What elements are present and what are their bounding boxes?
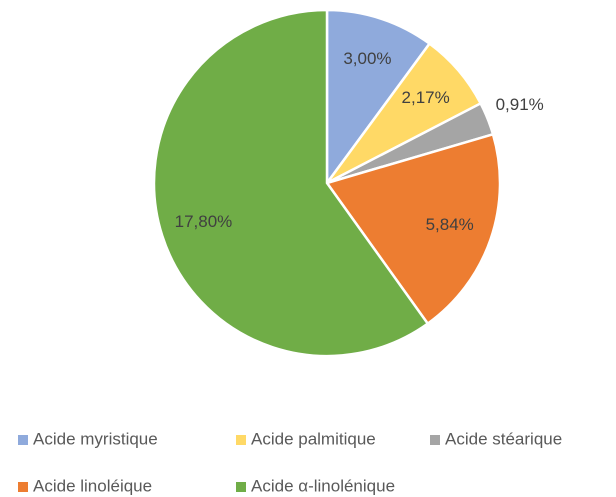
legend-swatch bbox=[18, 435, 28, 445]
legend-label: Acide stéarique bbox=[445, 429, 562, 448]
legend-swatch bbox=[18, 482, 28, 492]
data-label: 0,91% bbox=[496, 95, 544, 114]
legend-swatch bbox=[236, 435, 246, 445]
legend-label: Acide linoléique bbox=[33, 476, 152, 495]
pie-slice bbox=[152, 8, 430, 358]
legend-swatch bbox=[430, 435, 440, 445]
pie-slice bbox=[324, 132, 502, 326]
pie-slice bbox=[325, 8, 432, 187]
data-label: 3,00% bbox=[343, 49, 391, 68]
legend-swatch bbox=[236, 482, 246, 492]
data-label: 17,80% bbox=[175, 212, 233, 231]
legend-label: Acide α-linolénique bbox=[251, 476, 395, 495]
data-label: 5,84% bbox=[426, 215, 474, 234]
legend-label: Acide palmitique bbox=[251, 429, 376, 448]
data-label: 2,17% bbox=[402, 88, 450, 107]
legend-label: Acide myristique bbox=[33, 429, 158, 448]
